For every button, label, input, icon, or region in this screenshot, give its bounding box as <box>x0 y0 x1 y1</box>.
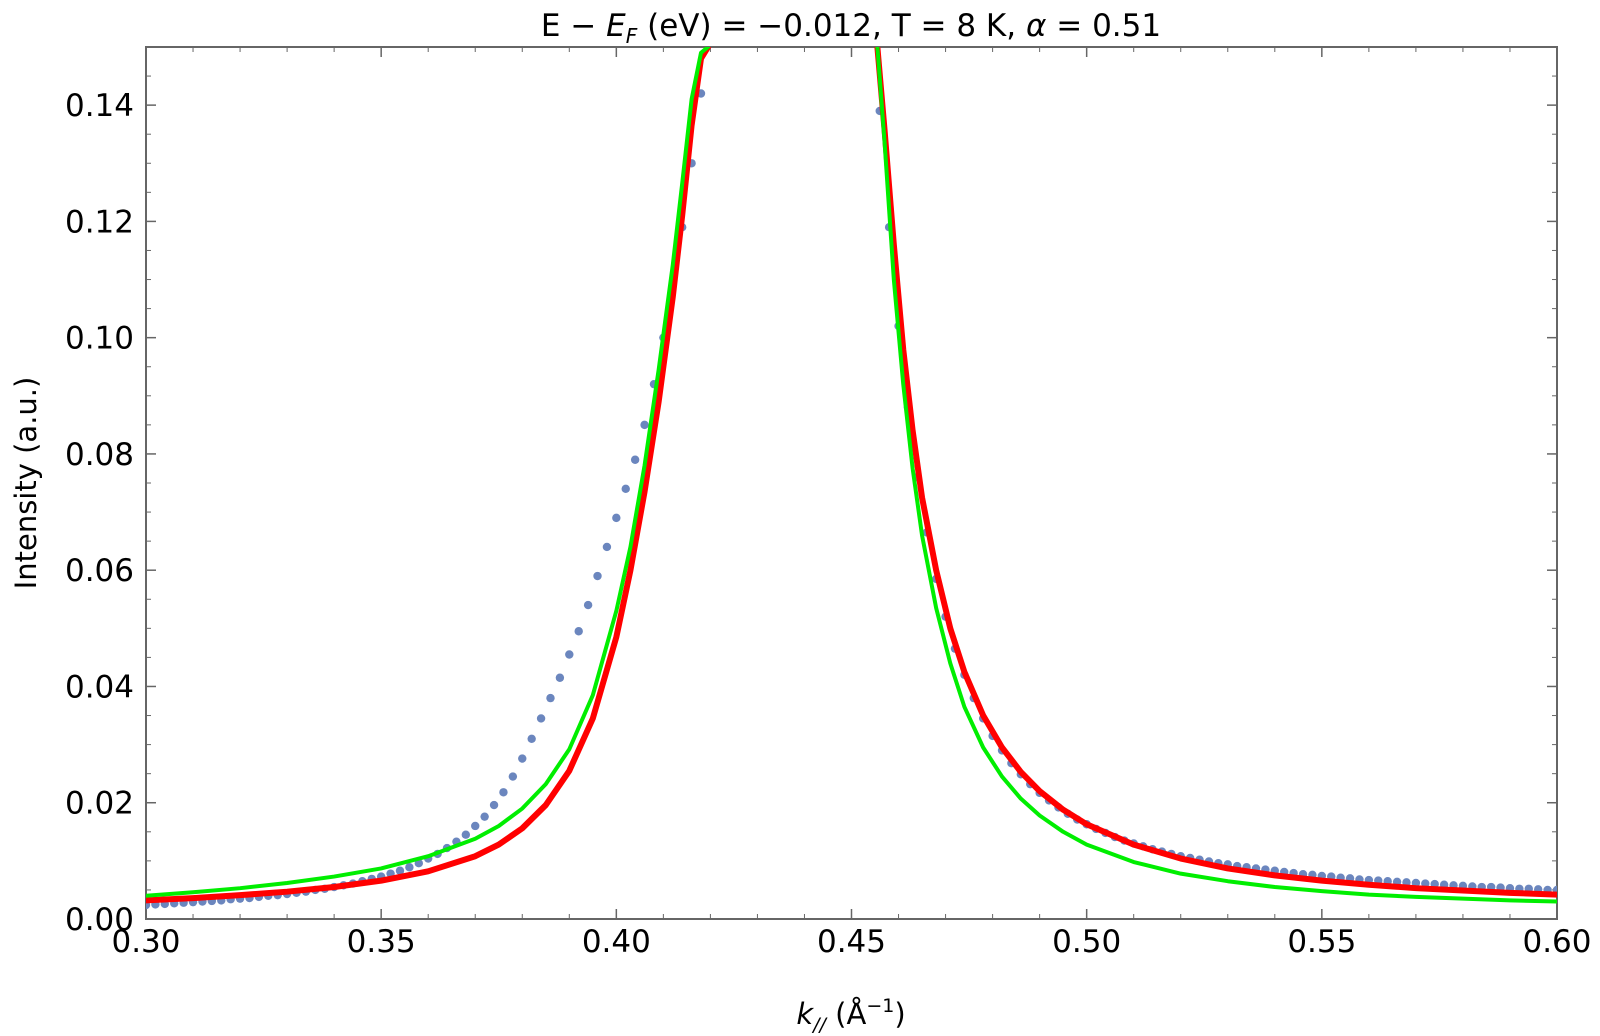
data-point <box>489 800 499 810</box>
y-tick-label: 0.04 <box>65 669 134 705</box>
data-point <box>518 754 527 763</box>
y-tick-label: 0.10 <box>65 321 134 357</box>
red-fit-curve <box>146 47 712 904</box>
y-tick-label: 0.08 <box>65 437 134 473</box>
data-point <box>536 714 546 723</box>
data-point <box>612 513 621 523</box>
plot-area <box>145 46 1558 920</box>
y-tick-label: 0.06 <box>65 553 134 589</box>
y-axis-label: Intensity (a.u.) <box>9 377 43 590</box>
red-fit-curve <box>874 47 1557 898</box>
data-point <box>499 788 508 797</box>
y-tick-label: 0.14 <box>65 88 134 124</box>
data-point <box>405 863 414 872</box>
series-layer <box>146 47 1557 910</box>
data-point <box>621 484 630 494</box>
data-point <box>630 455 640 464</box>
chart-title: E − EF (eV) = −0.012, T = 8 K, α = 0.51 <box>541 8 1161 48</box>
plot-frame <box>145 46 1558 920</box>
x-tick-label: 0.40 <box>582 924 651 960</box>
green-fit-curve <box>146 47 711 898</box>
data-point <box>461 830 471 839</box>
data-point <box>565 650 574 659</box>
y-tick-label: 0.12 <box>65 204 134 240</box>
x-tick-label: 0.35 <box>347 924 416 960</box>
data-point <box>602 542 612 552</box>
data-point <box>593 571 602 581</box>
y-tick-labels: 0.00 0.02 0.04 0.06 0.08 0.10 0.12 0.14 <box>65 88 134 938</box>
x-tick-label: 0.45 <box>817 924 886 960</box>
minor-ticks <box>146 46 1557 919</box>
green-fit-curve <box>875 47 1557 904</box>
data-point <box>395 866 405 875</box>
data-point <box>574 627 583 636</box>
data-point <box>640 420 649 430</box>
x-tick-label: 0.55 <box>1287 924 1356 960</box>
y-tick-label: 0.00 <box>65 902 134 938</box>
data-point <box>583 600 593 610</box>
data-point <box>480 812 489 821</box>
data-point <box>508 772 518 781</box>
data-point <box>546 693 555 703</box>
major-ticks <box>145 47 1558 920</box>
x-tick-label: 0.30 <box>111 924 180 960</box>
data-point <box>471 821 480 831</box>
x-tick-labels: 0.30 0.35 0.40 0.45 0.50 0.55 0.60 <box>111 924 1591 960</box>
x-axis-label: k// (Å−1) <box>796 995 905 1036</box>
y-tick-label: 0.02 <box>65 786 134 822</box>
x-tick-label: 0.50 <box>1052 924 1121 960</box>
data-point <box>527 734 536 743</box>
x-tick-label: 0.60 <box>1522 924 1591 960</box>
data-point <box>555 673 565 682</box>
